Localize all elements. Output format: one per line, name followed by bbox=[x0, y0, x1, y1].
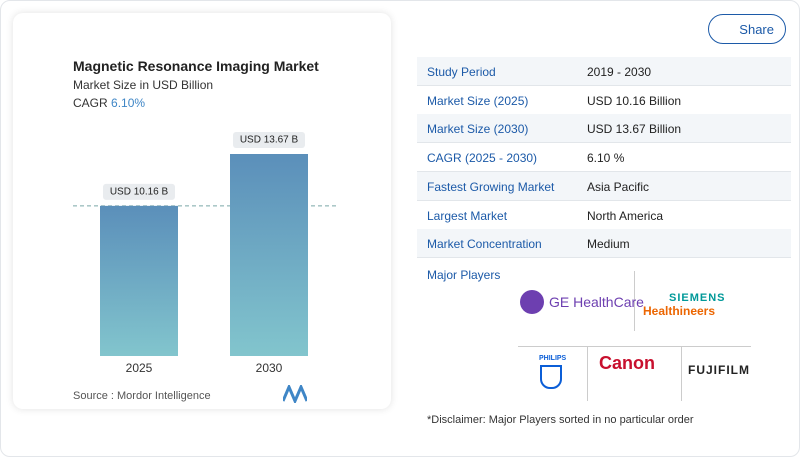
row-value: 2019 - 2030 bbox=[587, 65, 652, 79]
value-label-bg bbox=[233, 132, 305, 148]
row-label: Market Size (2030) bbox=[427, 122, 529, 137]
cagr-value: 6.10% bbox=[111, 96, 146, 110]
table-row: CAGR (2025 - 2030) 6.10 % bbox=[417, 143, 791, 173]
canon-logo: Canon bbox=[599, 353, 655, 373]
table-row: Market Size (2030) USD 13.67 Billion bbox=[417, 114, 791, 144]
row-value: 6.10 % bbox=[587, 151, 625, 166]
divider bbox=[634, 271, 635, 331]
row-value: North America bbox=[587, 208, 664, 223]
ge-icon bbox=[520, 290, 544, 314]
ge-logo: GE HealthCare bbox=[549, 294, 644, 310]
disclaimer: *Disclaimer: Major Players sorted in no … bbox=[427, 414, 694, 426]
bar bbox=[230, 154, 308, 356]
row-value: USD 10.16 Billion bbox=[587, 93, 682, 108]
x-tick-label: 2030 bbox=[256, 361, 283, 375]
row-value: Asia Pacific bbox=[587, 179, 650, 194]
row-label: Study Period bbox=[427, 65, 496, 79]
row-label: CAGR (2025 - 2030) bbox=[427, 151, 538, 166]
logo bbox=[283, 385, 307, 403]
chart: USD 10.16 B 2025 USD 13.67 B 2030 bbox=[73, 132, 337, 375]
share-button[interactable]: Share bbox=[708, 14, 786, 44]
row-label: Largest Market bbox=[427, 208, 508, 223]
chart-card bbox=[13, 13, 391, 409]
fujifilm-logo: FUJIFILM bbox=[688, 363, 750, 377]
table-row: Market Concentration Medium bbox=[417, 229, 791, 259]
row-label: Market Concentration bbox=[427, 237, 542, 252]
philips-logo: PHILIPS bbox=[539, 355, 567, 362]
chart-title: Magnetic Resonance Imaging Market bbox=[73, 58, 319, 74]
x-tick-label: 2025 bbox=[126, 361, 153, 375]
divider bbox=[518, 346, 751, 347]
bar bbox=[100, 205, 178, 356]
row-label: Fastest Growing Market bbox=[427, 179, 555, 194]
table-row: Fastest Growing Market Asia Pacific bbox=[417, 171, 791, 201]
cagr: CAGR 6.10% bbox=[73, 96, 145, 110]
source: Source : Mordor Intelligence bbox=[73, 390, 211, 402]
value-label: USD 10.16 B bbox=[110, 187, 169, 198]
table-row: Largest Market North America bbox=[417, 201, 791, 230]
players-title: Major Players bbox=[427, 268, 501, 282]
share-label: Share bbox=[739, 22, 774, 37]
row-value: USD 13.67 Billion bbox=[587, 122, 682, 137]
siemens-logo: SIEMENS bbox=[669, 292, 726, 304]
cagr-label: CAGR bbox=[73, 96, 108, 110]
table-row: Market Size (2025) USD 10.16 Billion bbox=[417, 86, 791, 115]
row-label: Market Size (2025) bbox=[427, 93, 529, 108]
chart-subtitle: Market Size in USD Billion bbox=[73, 78, 214, 92]
siemens-logo-sub: Healthineers bbox=[643, 304, 716, 318]
value-label-bg bbox=[103, 183, 175, 200]
value-label: USD 13.67 B bbox=[240, 135, 299, 146]
philips-shield bbox=[540, 365, 562, 389]
table-row: Study Period 2019 - 2030 bbox=[417, 57, 791, 86]
divider bbox=[587, 346, 588, 401]
divider bbox=[681, 346, 682, 401]
row-value: Medium bbox=[587, 237, 630, 252]
